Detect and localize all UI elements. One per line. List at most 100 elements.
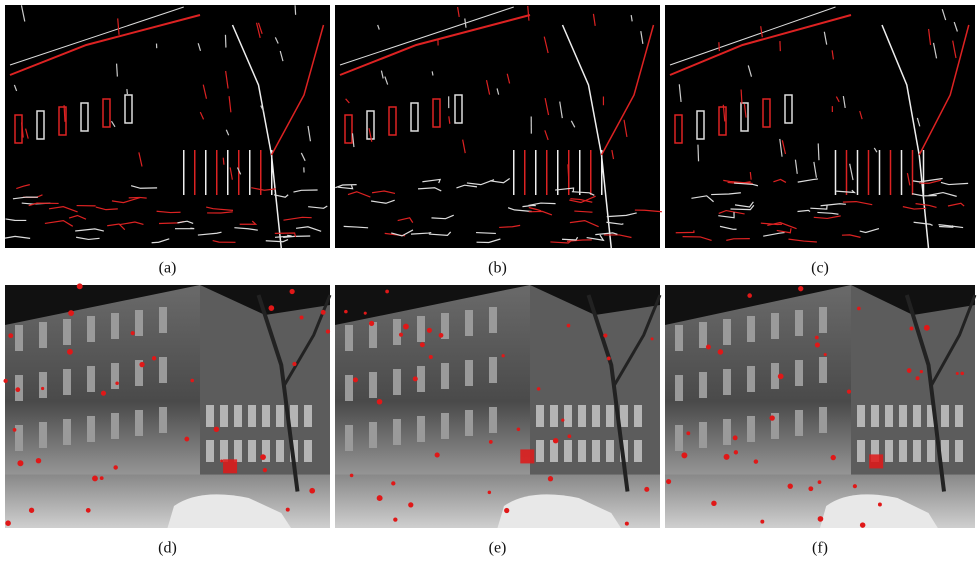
feature-point	[184, 437, 189, 442]
feature-point	[326, 329, 330, 333]
feature-point	[878, 503, 882, 507]
feature-point	[960, 372, 964, 376]
feature-point	[860, 522, 865, 527]
window	[723, 319, 731, 345]
window	[206, 440, 214, 462]
feature-point	[956, 372, 959, 375]
panel-caption: (b)	[488, 260, 507, 277]
feature-point	[644, 487, 649, 492]
feature-point	[115, 382, 119, 386]
panel-caption: (a)	[159, 260, 177, 277]
edge-fragment	[818, 143, 819, 160]
feature-point	[86, 508, 91, 513]
window	[564, 405, 572, 427]
window	[857, 405, 865, 427]
feature-point	[403, 324, 409, 330]
feature-point	[92, 476, 98, 482]
window	[913, 440, 921, 462]
feature-point	[17, 460, 23, 466]
feature-point	[831, 455, 836, 460]
edge-fragment	[295, 5, 296, 15]
feature-point	[429, 355, 433, 359]
feature-point	[718, 349, 724, 355]
window	[885, 405, 893, 427]
feature-point	[567, 324, 571, 328]
panel: (d)	[3, 283, 330, 556]
window	[345, 375, 353, 401]
window	[234, 440, 242, 462]
feature-point	[41, 387, 44, 390]
feature-point	[907, 368, 912, 373]
edge-map	[665, 5, 975, 248]
window	[634, 440, 642, 462]
feature-point	[502, 354, 505, 357]
panel-caption: (d)	[158, 540, 177, 557]
window	[262, 405, 270, 427]
feature-point	[439, 333, 444, 338]
window	[747, 366, 755, 392]
feature-point	[686, 431, 690, 435]
window	[248, 440, 256, 462]
feature-point	[561, 419, 564, 422]
window	[564, 440, 572, 462]
window	[393, 369, 401, 395]
feature-point	[29, 508, 34, 513]
panel: (f)	[665, 285, 975, 557]
window	[699, 422, 707, 448]
feature-point	[344, 310, 348, 314]
feature-point	[815, 336, 819, 340]
window	[345, 325, 353, 351]
window	[63, 319, 71, 345]
window	[771, 363, 779, 389]
window	[369, 322, 377, 348]
window	[819, 357, 827, 383]
window	[369, 422, 377, 448]
feature-point	[924, 325, 930, 331]
feature-point	[190, 379, 194, 383]
feature-point	[300, 316, 304, 320]
panel-caption: (c)	[811, 260, 829, 277]
edge-fragment	[117, 64, 118, 77]
feature-point	[747, 293, 752, 298]
feature-point	[824, 353, 827, 356]
feature-point	[399, 333, 403, 337]
feature-point	[68, 310, 74, 316]
feature-point	[818, 480, 822, 484]
window	[276, 440, 284, 462]
feature-point	[13, 428, 17, 432]
feature-point	[711, 501, 716, 506]
window	[536, 440, 544, 462]
feature-point	[260, 454, 266, 460]
window	[87, 416, 95, 442]
window	[955, 405, 963, 427]
window	[885, 440, 893, 462]
feature-point	[220, 459, 223, 462]
feature-point	[706, 344, 711, 349]
window	[871, 405, 879, 427]
feature-point	[798, 286, 803, 291]
feature-point	[391, 481, 395, 485]
window	[159, 307, 167, 333]
window	[819, 307, 827, 333]
feature-point	[808, 486, 813, 491]
feature-point	[666, 479, 671, 484]
feature-point	[8, 333, 13, 338]
feature-point	[3, 379, 7, 383]
window	[723, 369, 731, 395]
window	[159, 357, 167, 383]
window	[771, 313, 779, 339]
feature-point	[754, 459, 758, 463]
feature-point	[214, 427, 219, 432]
panel: (b)	[335, 5, 662, 277]
feature-point	[920, 370, 923, 373]
window	[465, 310, 473, 336]
feature-point	[353, 377, 358, 382]
window	[441, 363, 449, 389]
edge-fragment	[719, 42, 720, 51]
window	[795, 310, 803, 336]
feature-point	[5, 520, 11, 526]
feature-point	[681, 452, 687, 458]
window	[135, 310, 143, 336]
feature-point	[269, 305, 275, 311]
window	[465, 410, 473, 436]
